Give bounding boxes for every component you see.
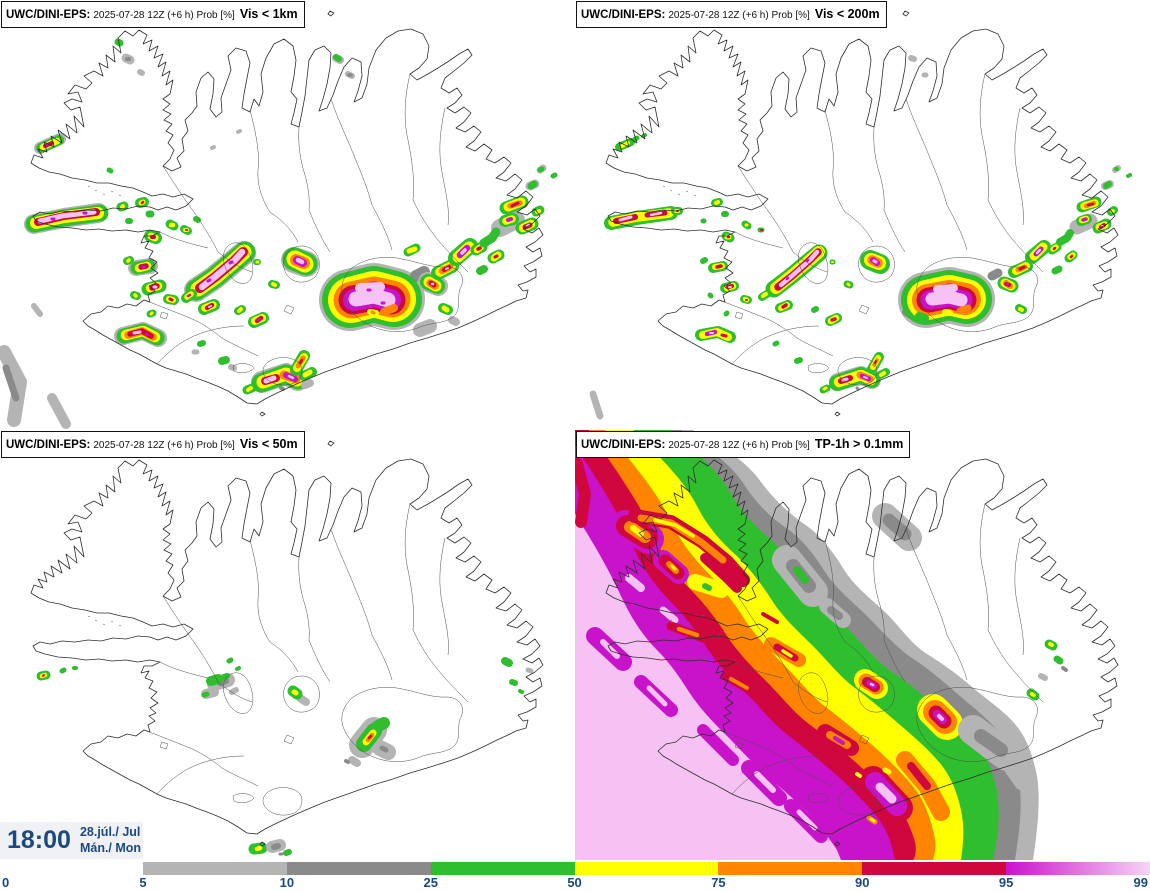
run-info: 2025-07-28 12Z (+6 h) Prob [%] (93, 10, 235, 21)
prob-field-vis-1km (0, 38, 558, 429)
colorbar-segments (143, 862, 1150, 875)
variable-name: TP-1h > 0.1mm (814, 437, 904, 451)
colorbar-tick-label: 0 (2, 875, 10, 890)
model-name: UWC/DINI-EPS: (581, 439, 666, 451)
panel-vis-50m: UWC/DINI-EPS: 2025-07-28 12Z (+6 h) Prob … (0, 430, 575, 860)
panel-vis-200m: UWC/DINI-EPS: 2025-07-28 12Z (+6 h) Prob … (575, 0, 1150, 430)
panel-vis-1km: UWC/DINI-EPS: 2025-07-28 12Z (+6 h) Prob … (0, 0, 575, 430)
colorbar-tick-label: 99 (1133, 875, 1148, 890)
probability-colorbar: 0 5 10 25 50 75 90 95 99 (0, 860, 1150, 891)
date-block: 28.júl./ Jul Mán./ Mon (80, 825, 141, 856)
map-vis-1km (0, 10, 558, 429)
colorbar-segment (718, 862, 863, 875)
map-vis-50m (30, 440, 544, 856)
colorbar-tick-label: 5 (139, 875, 147, 890)
colorbar-segment (286, 862, 431, 875)
time-panel: 18:00 28.júl./ Jul Mán./ Mon (0, 822, 143, 859)
model-name: UWC/DINI-EPS: (6, 9, 91, 21)
colorbar-tick-label: 75 (711, 875, 726, 890)
model-name: UWC/DINI-EPS: (6, 439, 91, 451)
variable-name: Vis < 1km (239, 7, 298, 21)
panel-title: UWC/DINI-EPS: 2025-07-28 12Z (+6 h) Prob … (1, 431, 305, 458)
colorbar-tick-label: 25 (423, 875, 438, 890)
run-info: 2025-07-28 12Z (+6 h) Prob [%] (93, 440, 235, 451)
model-name: UWC/DINI-EPS: (581, 9, 666, 21)
colorbar-segment (1006, 862, 1150, 875)
date-label: 28.júl./ Jul (79, 824, 141, 839)
time-label: 18:00 (7, 826, 71, 854)
variable-name: Vis < 50m (239, 437, 298, 451)
colorbar-tick-label: 90 (855, 875, 870, 890)
run-info: 2025-07-28 12Z (+6 h) Prob [%] (668, 440, 810, 451)
run-info: 2025-07-28 12Z (+6 h) Prob [%] (668, 10, 810, 21)
prob-field-vis-200m (589, 55, 1132, 420)
colorbar-tick-label: 50 (567, 875, 582, 890)
panel-precip: UWC/DINI-EPS: 2025-07-28 12Z (+6 h) Prob … (575, 430, 1150, 860)
colorbar-segment (574, 862, 719, 875)
prob-field-vis-50m (36, 657, 534, 856)
panel-title: UWC/DINI-EPS: 2025-07-28 12Z (+6 h) Prob … (576, 1, 887, 28)
colorbar-tick-label: 95 (998, 875, 1014, 890)
colorbar-segment (862, 862, 1007, 875)
map-precip (575, 430, 1119, 860)
panel-title: UWC/DINI-EPS: 2025-07-28 12Z (+6 h) Prob … (576, 431, 911, 458)
colorbar-segment (143, 862, 287, 875)
colorbar-tick-label: 10 (279, 875, 295, 890)
colorbar-segment (430, 862, 575, 875)
panel-title: UWC/DINI-EPS: 2025-07-28 12Z (+6 h) Prob … (1, 1, 305, 28)
variable-name: Vis < 200m (814, 7, 880, 21)
prob-field-precip (575, 430, 1068, 860)
day-label: Mán./ Mon (79, 840, 142, 855)
map-vis-200m (589, 10, 1132, 420)
